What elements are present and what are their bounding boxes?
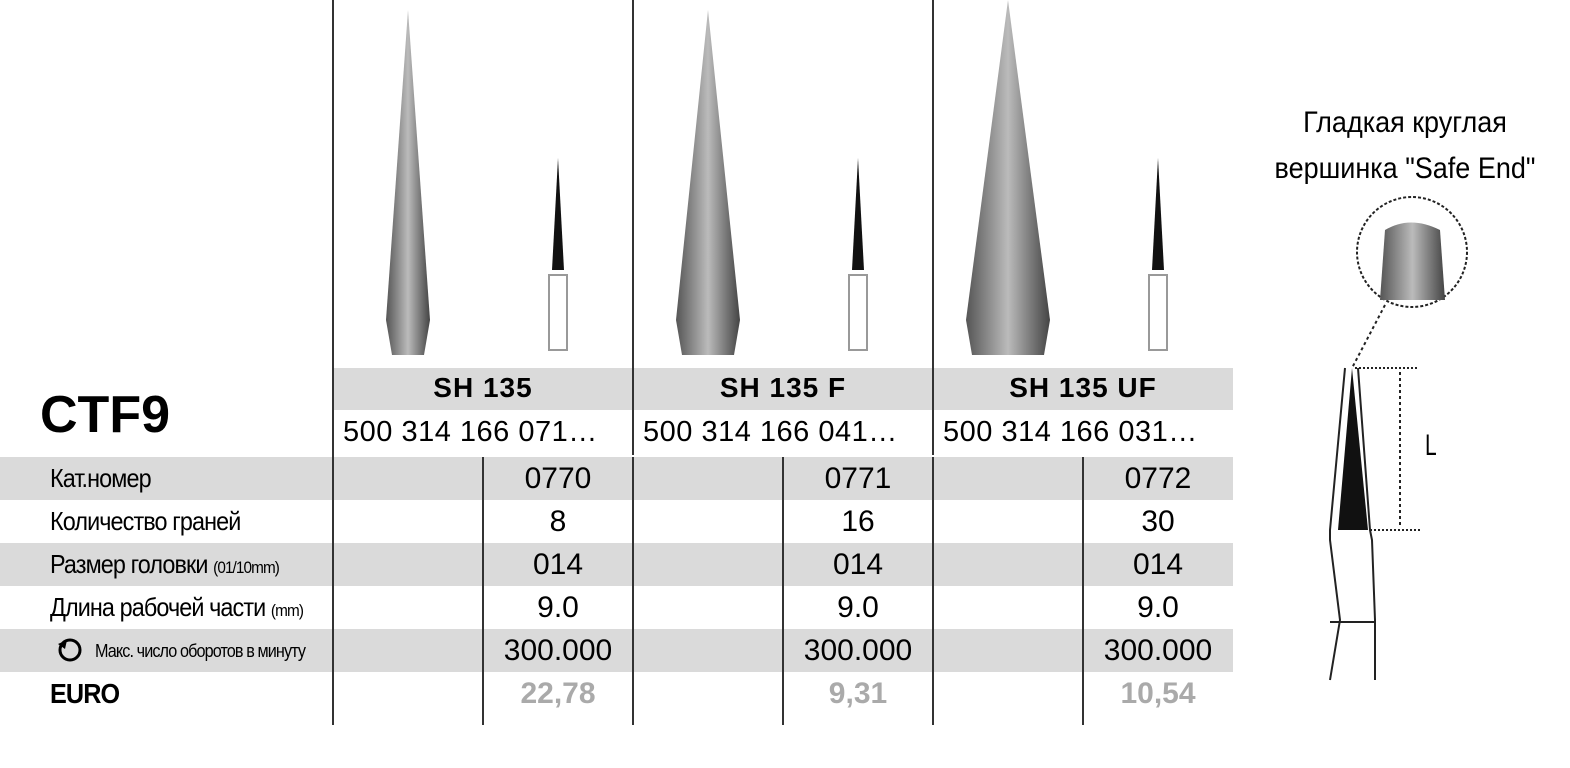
row-label: Количество граней	[50, 506, 241, 537]
cell-value: 9.0	[537, 591, 579, 624]
cell-value: 014	[1132, 548, 1184, 581]
product-code: 500 314 166 031…	[943, 416, 1198, 448]
divider	[482, 457, 484, 725]
bur-shank	[848, 274, 868, 351]
label-text: Макс. число оборотов в минуту	[95, 641, 306, 661]
cell-value: 014	[832, 548, 884, 581]
product-code: 500 314 166 041…	[643, 416, 898, 448]
cell-value: 0770	[524, 462, 592, 495]
bur-image	[386, 10, 430, 355]
divider	[632, 0, 634, 455]
safe-end-diagram	[1329, 196, 1468, 681]
label-text: Количество граней	[50, 506, 241, 536]
cell-value: 22,78	[520, 677, 596, 710]
header-band	[333, 368, 1233, 410]
bur-shank	[548, 274, 568, 351]
bur-scale	[1152, 158, 1164, 270]
rotation-icon	[58, 638, 82, 662]
cell-value: 30	[1141, 505, 1175, 538]
note-line: Гладкая круглая	[1303, 106, 1507, 139]
label-text: Размер головки	[50, 549, 208, 579]
cell-value: 9.0	[1137, 591, 1179, 624]
cell-value: 300.000	[803, 634, 913, 667]
label-unit: (01/10mm)	[213, 558, 280, 577]
diagram-label: L	[1425, 430, 1437, 462]
row-band	[0, 457, 1233, 500]
cell-value: 0771	[824, 462, 892, 495]
icon-wrap	[55, 635, 85, 670]
title: CTF9	[40, 386, 170, 444]
row-band	[0, 629, 1233, 672]
note: Гладкая круглая вершинка "Safe End"	[1261, 100, 1549, 192]
row-label: EURO	[50, 678, 120, 710]
divider	[782, 457, 784, 725]
bur-image	[966, 0, 1050, 355]
product-name: SH 135 UF	[1009, 372, 1157, 403]
cell-value: 0772	[1124, 462, 1192, 495]
label-text: EURO	[50, 678, 120, 709]
row-band	[0, 543, 1233, 586]
note-line: вершинка "Safe End"	[1274, 152, 1536, 185]
cell-value: 300.000	[503, 634, 613, 667]
label-text: Кат.номер	[50, 463, 152, 493]
label-text: Длина рабочей части	[50, 592, 266, 622]
label-unit: (mm)	[270, 601, 304, 620]
cell-value: 300.000	[1103, 634, 1213, 667]
cell-value: 014	[532, 548, 584, 581]
divider	[1082, 457, 1084, 725]
cell-value: 9.0	[837, 591, 879, 624]
row-label: Длина рабочей части (mm)	[50, 592, 304, 623]
row-label: Кат.номер	[50, 463, 152, 494]
cell-value: 16	[841, 505, 875, 538]
bur-scale	[552, 158, 564, 270]
divider	[932, 0, 934, 455]
bur-shank	[1148, 274, 1168, 351]
product-name: SH 135	[433, 372, 533, 403]
cell-value: 8	[549, 505, 567, 538]
row-label: Размер головки (01/10mm)	[50, 549, 280, 580]
cell-value: 10,54	[1120, 677, 1196, 710]
product-name: SH 135 F	[719, 372, 847, 403]
divider	[932, 457, 934, 725]
row-label: Макс. число оборотов в минуту	[95, 641, 306, 662]
divider	[632, 457, 634, 725]
product-code: 500 314 166 071…	[343, 416, 598, 448]
bur-scale	[852, 158, 864, 270]
divider	[332, 0, 334, 725]
cell-value: 9,31	[828, 677, 888, 710]
bur-image	[676, 10, 740, 355]
